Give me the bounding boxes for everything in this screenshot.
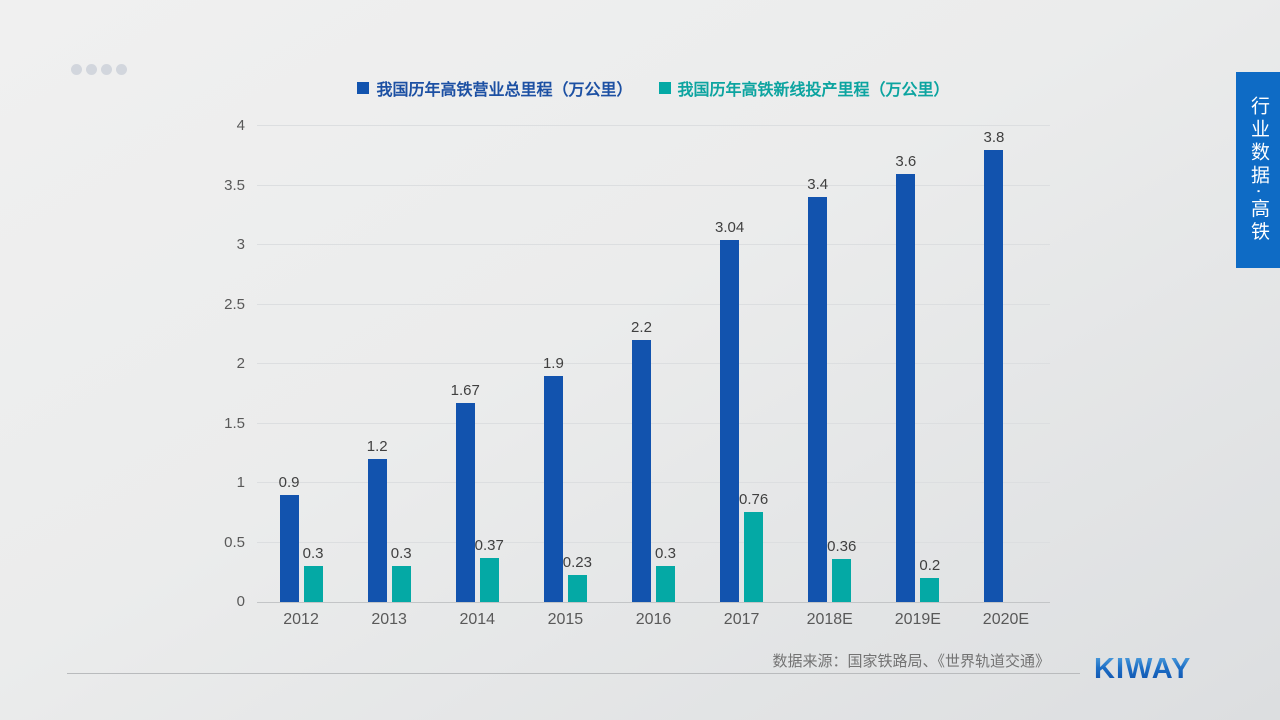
bar: 2.2 bbox=[631, 319, 652, 602]
bar: 3.4 bbox=[807, 176, 828, 602]
pagination-dot bbox=[86, 64, 97, 75]
bar: 0.76 bbox=[739, 491, 768, 602]
bar-value-label: 0.23 bbox=[562, 553, 592, 571]
gridline bbox=[257, 541, 1050, 543]
gridline bbox=[257, 303, 1050, 305]
bar-value-label: 3.6 bbox=[895, 152, 917, 170]
bar-value-label: 0.36 bbox=[827, 538, 857, 556]
bar: 0.3 bbox=[391, 545, 412, 602]
bar-group: 1.67 0.37 bbox=[433, 127, 521, 602]
bar-value-label: 1.2 bbox=[366, 438, 388, 456]
kiway-logo: KIWAY bbox=[1094, 653, 1192, 685]
bar: 3.04 bbox=[715, 219, 744, 602]
bar-group: 3.4 0.36 bbox=[786, 127, 874, 602]
bar-chart-plot-area: 0 0.5 1 1.5 2 2.5 3 3.5 4 0.9 0.3 1.2 0.3 1.67 0.37 1.9… bbox=[224, 117, 1050, 610]
x-axis-category-label: 2012 bbox=[283, 611, 319, 628]
legend-square-icon bbox=[658, 82, 671, 94]
y-axis-tick-label: 2 bbox=[236, 355, 245, 372]
bar-value-label: 3.8 bbox=[983, 128, 1005, 146]
pagination-dot bbox=[101, 64, 112, 75]
x-axis-category-label: 2020E bbox=[982, 611, 1030, 628]
legend-label: 我国历年高铁新线投产里程（万公里） bbox=[677, 82, 950, 99]
bar-group: 3.6 0.2 bbox=[874, 127, 962, 602]
bar: 0.9 bbox=[279, 474, 299, 602]
y-axis-tick-label: 3 bbox=[236, 236, 245, 253]
bar: 1.9 bbox=[543, 355, 564, 602]
bar: 0.3 bbox=[655, 545, 676, 602]
bar-value-label: 1.9 bbox=[542, 354, 564, 372]
gridline bbox=[257, 482, 1050, 483]
bar-group: 3.8 bbox=[962, 127, 1050, 602]
legend-item-new-line-mileage: 我国历年高铁新线投产里程（万公里） bbox=[658, 76, 950, 100]
bar-value-label: 0.3 bbox=[390, 545, 412, 563]
gridline bbox=[257, 422, 1050, 424]
bar-value-label: 0.3 bbox=[655, 545, 676, 563]
bar-value-label: 0.37 bbox=[474, 536, 504, 554]
y-axis-tick-label: 2.5 bbox=[224, 295, 245, 313]
legend-label: 我国历年高铁营业总里程（万公里） bbox=[376, 82, 633, 99]
y-axis-tick-label: 3.5 bbox=[224, 176, 245, 194]
footer-divider bbox=[67, 673, 1080, 674]
x-axis-category-label: 2013 bbox=[371, 611, 407, 628]
bar: 0.2 bbox=[919, 557, 940, 602]
pagination-dot bbox=[71, 64, 82, 75]
bar-value-label: 3.04 bbox=[714, 219, 745, 237]
bar-value-label: 0.2 bbox=[919, 557, 941, 575]
legend-square-icon bbox=[357, 82, 370, 94]
bar: 3.8 bbox=[983, 129, 1004, 602]
chart-legend: 我国历年高铁营业总里程（万公里） 我国历年高铁新线投产里程（万公里） bbox=[257, 76, 1050, 100]
bar-group: 0.9 0.3 bbox=[257, 127, 345, 602]
gridline bbox=[257, 244, 1050, 245]
bar-group: 2.2 0.3 bbox=[609, 127, 697, 602]
bar-group: 1.2 0.3 bbox=[345, 127, 433, 602]
data-source-note: 数据来源：国家铁路局、《世界轨道交通》 bbox=[772, 653, 1050, 670]
x-axis-category-label: 2018E bbox=[806, 611, 853, 628]
x-axis-category-label: 2019E bbox=[894, 611, 941, 628]
gridline bbox=[257, 125, 1050, 126]
bar-value-label: 0.76 bbox=[738, 490, 769, 508]
bar: 3.6 bbox=[895, 153, 916, 602]
gridline bbox=[257, 363, 1050, 364]
gridline bbox=[257, 184, 1050, 186]
x-axis-category-label: 2017 bbox=[723, 611, 760, 628]
y-axis-tick-label: 4 bbox=[236, 117, 245, 134]
bar-value-label: 2.2 bbox=[631, 319, 652, 337]
bar: 1.2 bbox=[367, 438, 388, 602]
pagination-dot bbox=[116, 64, 127, 75]
bar: 1.67 bbox=[451, 382, 480, 602]
y-axis-tick-label: 1 bbox=[236, 474, 245, 491]
side-banner-tab[interactable]: 行业数据·高铁 bbox=[1236, 72, 1280, 268]
bar-value-label: 0.3 bbox=[302, 545, 324, 563]
bar: 0.23 bbox=[563, 554, 592, 602]
pagination-dots bbox=[71, 64, 127, 75]
x-axis-category-label: 2014 bbox=[459, 611, 496, 628]
x-axis-category-label: 2015 bbox=[547, 611, 584, 628]
bar: 0.36 bbox=[827, 538, 856, 602]
bar-group: 1.9 0.23 bbox=[521, 127, 609, 602]
y-axis-tick-label: 1.5 bbox=[224, 414, 245, 432]
y-axis-tick-label: 0 bbox=[236, 593, 245, 610]
bar-value-label: 1.67 bbox=[450, 382, 480, 400]
y-axis-tick-label: 0.5 bbox=[224, 533, 245, 551]
bar: 0.37 bbox=[475, 537, 504, 602]
bar: 0.3 bbox=[303, 545, 323, 602]
side-banner-label: 行业数据·高铁 bbox=[1248, 95, 1269, 245]
bar-value-label: 3.4 bbox=[807, 176, 829, 194]
legend-item-total-mileage: 我国历年高铁营业总里程（万公里） bbox=[357, 76, 633, 100]
bar-group: 3.04 0.76 bbox=[698, 127, 786, 602]
bar-value-label: 0.9 bbox=[278, 473, 300, 491]
x-axis-labels: 2012 2013 2014 2015 2016 2017 2018E 2019E 2020E bbox=[257, 611, 1050, 633]
x-axis-category-label: 2016 bbox=[635, 611, 672, 628]
